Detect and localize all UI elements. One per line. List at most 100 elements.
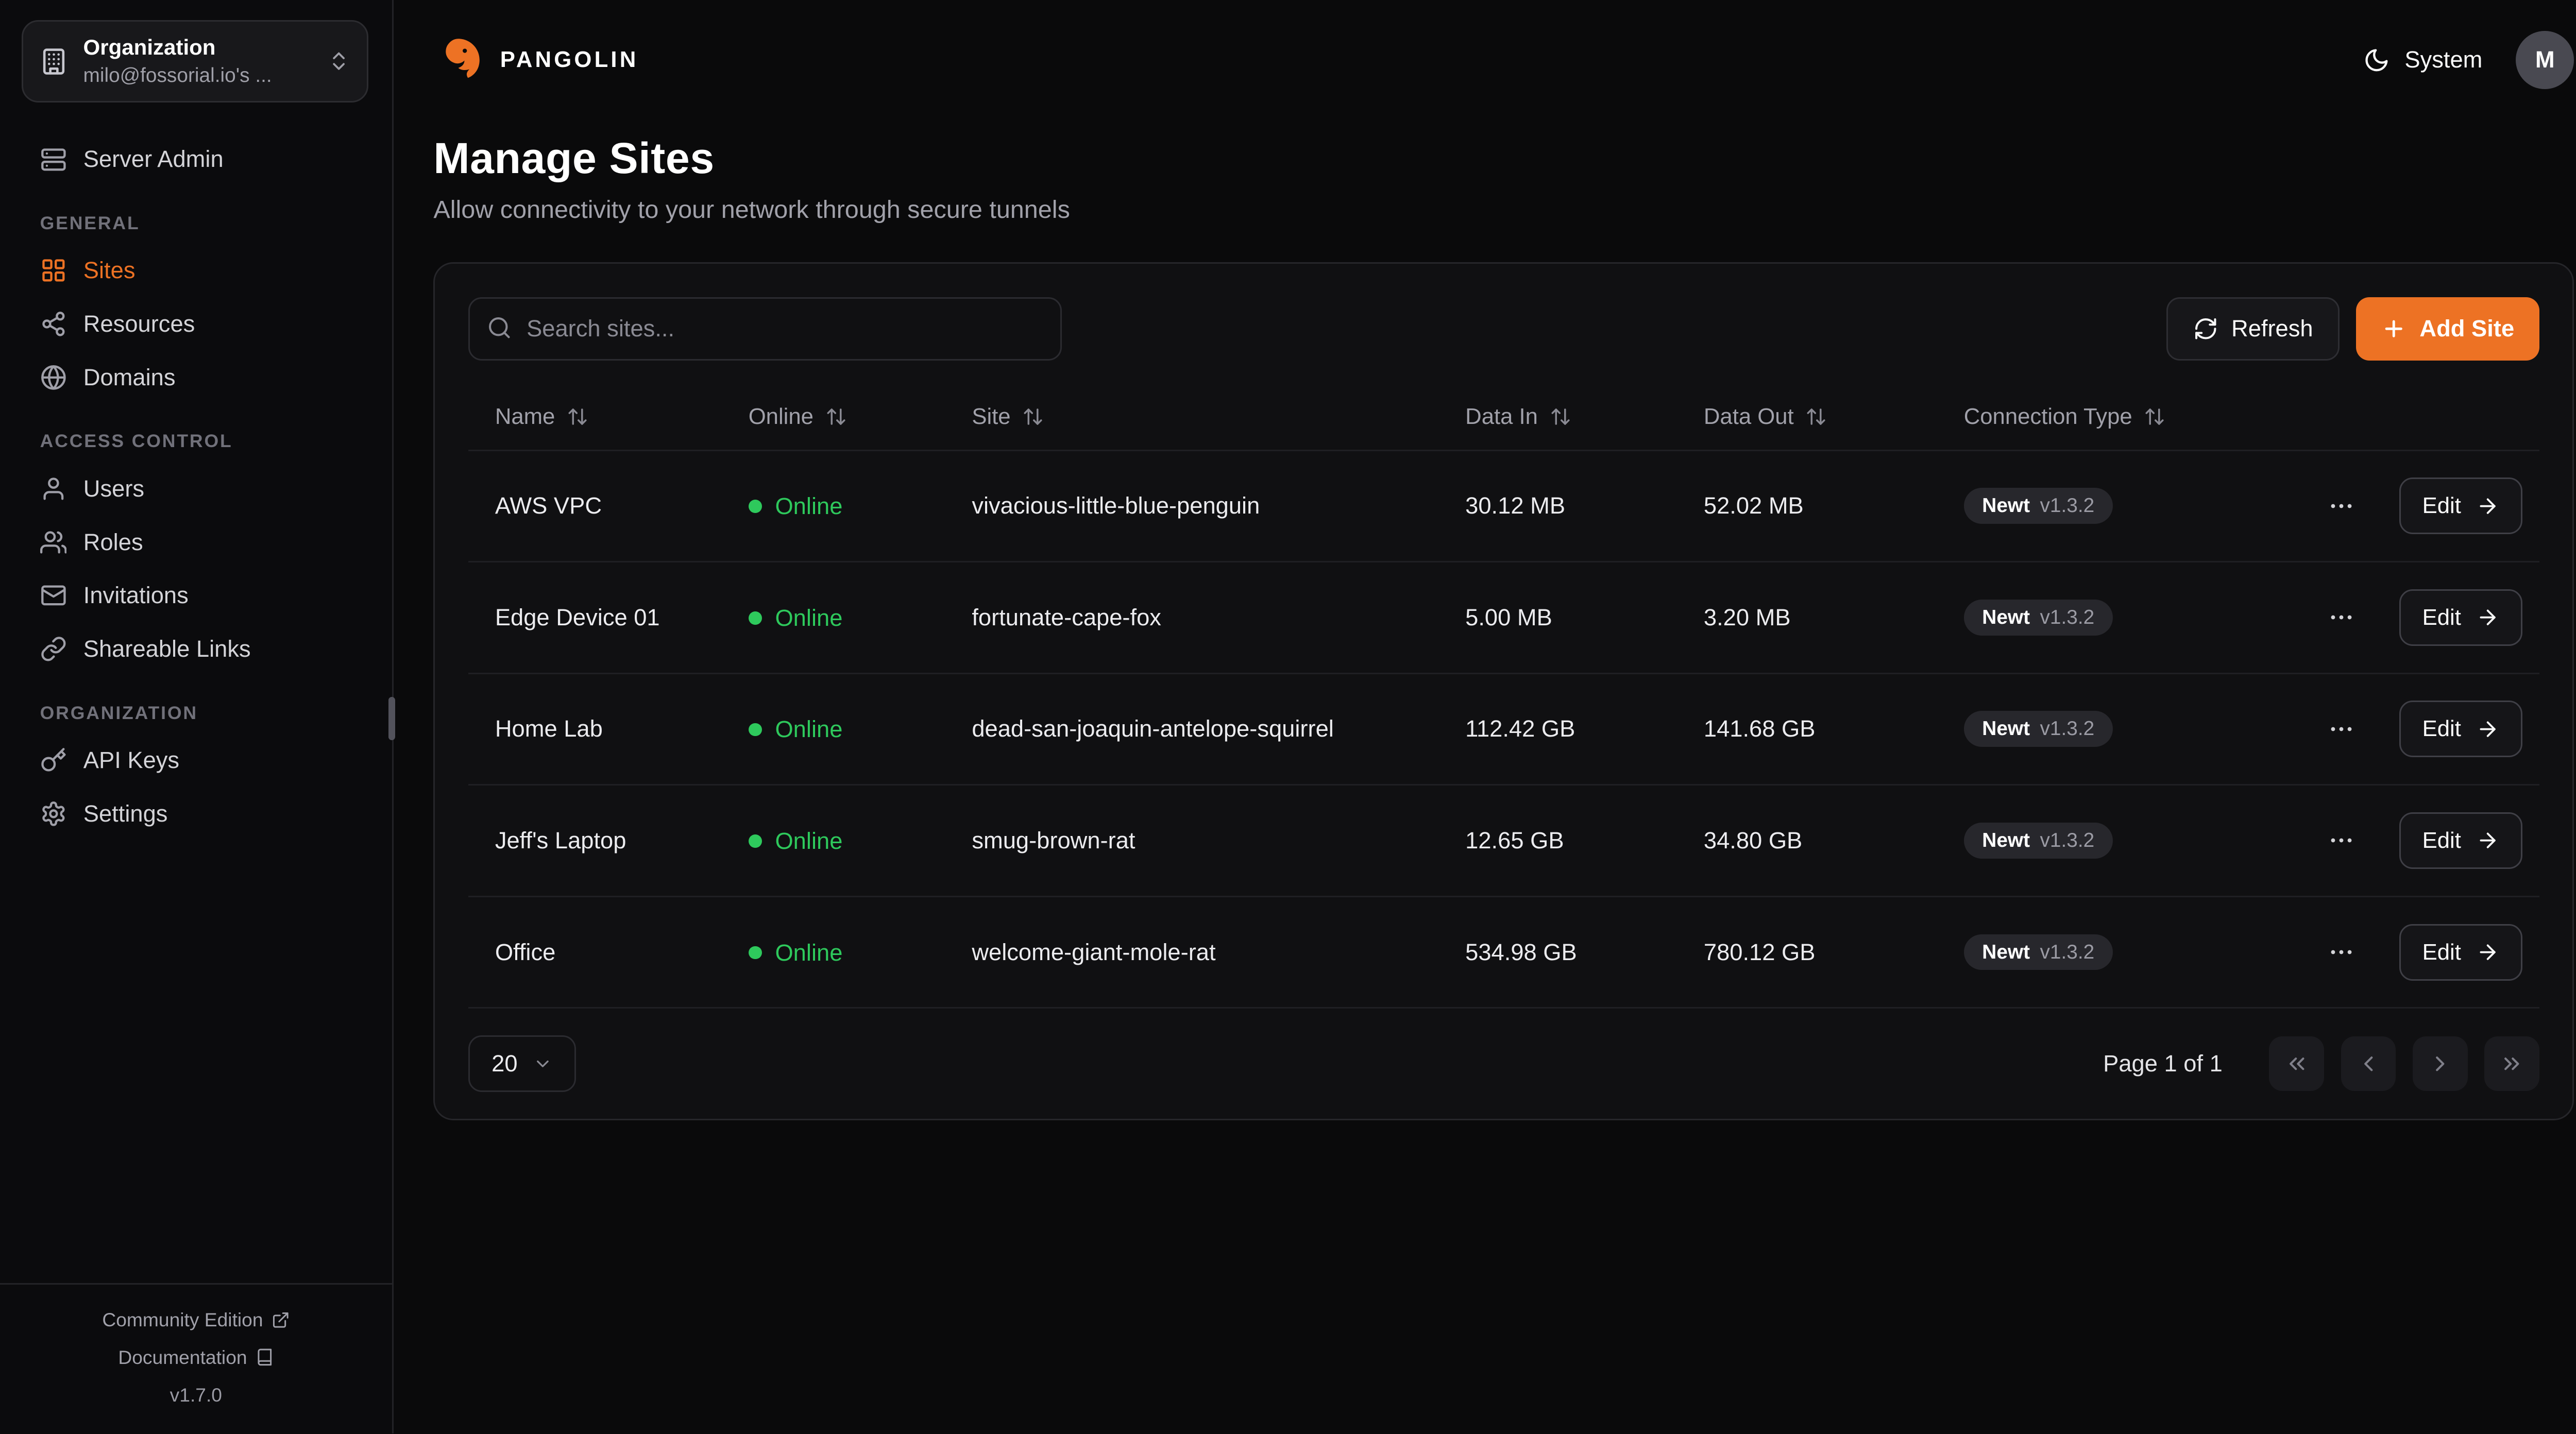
ellipsis-icon bbox=[2331, 727, 2352, 731]
external-link-icon bbox=[273, 1312, 289, 1328]
section-label-access-control: ACCESS CONTROL bbox=[40, 431, 233, 452]
edit-button[interactable]: Edit bbox=[2399, 589, 2523, 646]
column-header-connection-type[interactable]: Connection Type bbox=[1947, 384, 2350, 450]
org-title: Organization bbox=[83, 35, 216, 60]
site-slug: vivacious-little-blue-penguin bbox=[972, 492, 1260, 519]
refresh-button[interactable]: Refresh bbox=[2166, 297, 2340, 361]
page-subtitle: Allow connectivity to your network throu… bbox=[433, 195, 1070, 224]
column-header-data-in[interactable]: Data In bbox=[1449, 384, 1687, 450]
column-header-data-out[interactable]: Data Out bbox=[1687, 384, 1947, 450]
edit-label: Edit bbox=[2422, 827, 2461, 853]
connection-type-version: v1.3.2 bbox=[2040, 606, 2095, 628]
site-name: Home Lab bbox=[495, 715, 603, 742]
edit-button[interactable]: Edit bbox=[2399, 812, 2523, 869]
connection-type-badge: Newt v1.3.2 bbox=[1963, 599, 2113, 636]
sidebar-item-settings[interactable]: Settings bbox=[23, 787, 368, 841]
column-header-online[interactable]: Online bbox=[732, 384, 955, 450]
sort-icon bbox=[827, 408, 845, 425]
row-actions: Edit bbox=[2331, 589, 2523, 646]
column-label: Connection Type bbox=[1963, 403, 2132, 429]
page-size-select[interactable]: 20 bbox=[468, 1035, 576, 1092]
page-head: Manage Sites Allow connectivity to your … bbox=[394, 120, 2576, 224]
theme-toggle[interactable]: System bbox=[2363, 46, 2482, 73]
connection-type-badge: Newt v1.3.2 bbox=[1963, 711, 2113, 747]
row-actions: Edit bbox=[2331, 477, 2523, 535]
edit-button[interactable]: Edit bbox=[2399, 924, 2523, 981]
add-site-button[interactable]: Add Site bbox=[2356, 297, 2539, 361]
community-edition-link[interactable]: Community Edition bbox=[102, 1301, 290, 1339]
table-row: Home Lab Online dead-san-joaquin-antelop… bbox=[468, 672, 2539, 785]
sidebar: Organization milo@fossorial.io's ... Ser… bbox=[0, 0, 396, 1433]
edit-label: Edit bbox=[2422, 716, 2461, 742]
connection-type-version: v1.3.2 bbox=[2040, 941, 2095, 963]
column-header-name[interactable]: Name bbox=[468, 384, 732, 450]
globe-icon bbox=[41, 365, 66, 390]
row-menu-button[interactable] bbox=[2317, 708, 2366, 750]
edit-label: Edit bbox=[2422, 493, 2461, 519]
row-actions: Edit bbox=[2331, 812, 2523, 869]
sidebar-item-invitations[interactable]: Invitations bbox=[23, 569, 368, 622]
documentation-link[interactable]: Documentation bbox=[118, 1339, 274, 1376]
edit-button[interactable]: Edit bbox=[2399, 701, 2523, 758]
arrow-right-icon bbox=[2480, 832, 2496, 849]
sidebar-item-shareable-links[interactable]: Shareable Links bbox=[23, 622, 368, 676]
data-in-value: 112.42 GB bbox=[1465, 715, 1575, 742]
arrow-right-icon bbox=[2480, 609, 2496, 625]
plus-icon bbox=[2385, 320, 2402, 337]
data-out-value: 141.68 GB bbox=[1703, 715, 1816, 742]
sidebar-item-api-keys[interactable]: API Keys bbox=[23, 733, 368, 787]
edit-button[interactable]: Edit bbox=[2399, 477, 2523, 535]
search-input[interactable] bbox=[468, 297, 1062, 361]
sort-icon bbox=[1551, 408, 1570, 425]
data-out-value: 52.02 MB bbox=[1703, 492, 1804, 519]
topbar: PANGOLIN System M bbox=[394, 0, 2576, 120]
row-menu-button[interactable] bbox=[2317, 485, 2366, 527]
column-label: Name bbox=[495, 403, 555, 429]
row-menu-button[interactable] bbox=[2317, 596, 2366, 638]
avatar[interactable]: M bbox=[2516, 30, 2574, 90]
sidebar-resize-handle[interactable] bbox=[388, 696, 396, 740]
edit-label: Edit bbox=[2422, 939, 2461, 965]
users-icon bbox=[40, 531, 67, 554]
first-page-button[interactable] bbox=[2269, 1036, 2325, 1091]
table-header-row: Name Online Site Data In Data Out Connec… bbox=[468, 384, 2539, 450]
chevron-left-icon bbox=[2364, 1056, 2373, 1071]
org-texts: Organization milo@fossorial.io's ... bbox=[83, 33, 312, 89]
sidebar-item-label: Domains bbox=[83, 364, 176, 390]
sidebar-item-label: Sites bbox=[83, 257, 135, 284]
next-page-button[interactable] bbox=[2412, 1036, 2468, 1091]
sidebar-item-domains[interactable]: Domains bbox=[23, 351, 368, 404]
sidebar-nav: Server Admin GENERAL Sites Resources Dom… bbox=[0, 116, 392, 840]
sort-icon bbox=[1807, 408, 1825, 425]
main-content: PANGOLIN System M Manage Sites Allow con… bbox=[394, 0, 2576, 1433]
user-icon bbox=[43, 477, 63, 500]
online-status-label: Online bbox=[775, 716, 843, 743]
sidebar-item-label: API Keys bbox=[83, 746, 180, 773]
data-in-value: 12.65 GB bbox=[1465, 827, 1564, 853]
connection-type-version: v1.3.2 bbox=[2040, 829, 2095, 851]
previous-page-button[interactable] bbox=[2341, 1036, 2396, 1091]
connection-type-name: Newt bbox=[1982, 718, 2030, 740]
sidebar-item-label: Shareable Links bbox=[83, 636, 251, 662]
sidebar-item-sites[interactable]: Sites bbox=[23, 244, 368, 297]
site-name: AWS VPC bbox=[495, 492, 602, 519]
column-header-actions bbox=[2350, 384, 2539, 450]
column-header-site[interactable]: Site bbox=[955, 384, 1449, 450]
connection-type-badge: Newt v1.3.2 bbox=[1963, 934, 2113, 970]
site-name: Jeff's Laptop bbox=[495, 827, 626, 853]
chevron-right-icon bbox=[2436, 1056, 2445, 1071]
chevrons-left-icon bbox=[2289, 1057, 2304, 1070]
sidebar-item-users[interactable]: Users bbox=[23, 462, 368, 516]
sites-card: Refresh Add Site Name Online bbox=[433, 262, 2574, 1120]
row-menu-button[interactable] bbox=[2317, 931, 2366, 973]
connection-type-badge: Newt v1.3.2 bbox=[1963, 488, 2113, 524]
table-row: AWS VPC Online vivacious-little-blue-pen… bbox=[468, 449, 2539, 562]
online-status-dot bbox=[748, 834, 762, 848]
row-menu-button[interactable] bbox=[2317, 820, 2366, 862]
sidebar-item-server-admin[interactable]: Server Admin bbox=[23, 133, 368, 186]
online-status-dot bbox=[748, 500, 762, 514]
last-page-button[interactable] bbox=[2484, 1036, 2539, 1091]
org-selector[interactable]: Organization milo@fossorial.io's ... bbox=[22, 20, 369, 103]
sidebar-item-roles[interactable]: Roles bbox=[23, 516, 368, 569]
sidebar-item-resources[interactable]: Resources bbox=[23, 297, 368, 351]
